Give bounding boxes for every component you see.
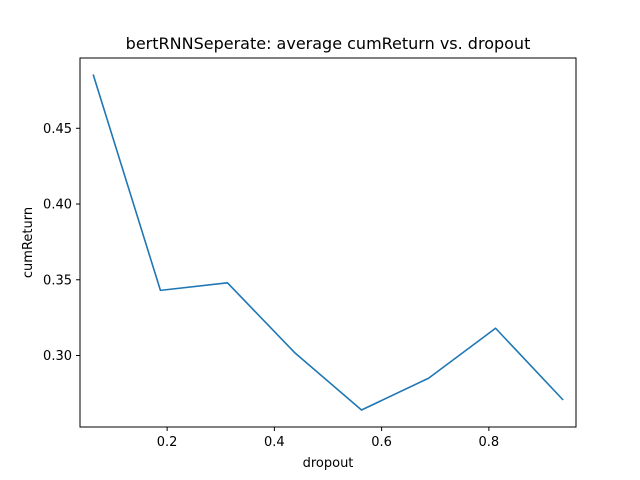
x-tick-label: 0.6 (371, 435, 392, 450)
plot-frame (79, 57, 577, 428)
y-tick-label: 0.35 (43, 273, 72, 288)
series-line (92, 74, 564, 411)
x-tick-label: 0.4 (264, 435, 285, 450)
y-tick-label: 0.45 (43, 122, 72, 137)
x-axis-label: dropout (303, 456, 354, 471)
y-axis-label: cumReturn (21, 207, 36, 278)
x-axis-ticks: 0.2 0.4 0.6 0.8 (157, 427, 499, 450)
x-tick-label: 0.2 (157, 435, 178, 450)
y-tick-label: 0.30 (43, 349, 72, 364)
series-layer (92, 74, 564, 411)
y-axis-ticks: 0.30 0.35 0.40 0.45 (43, 122, 80, 364)
y-tick-label: 0.40 (43, 198, 72, 213)
x-tick-label: 0.8 (479, 435, 500, 450)
chart-title: bertRNNSeperate: average cumReturn vs. d… (126, 34, 531, 53)
